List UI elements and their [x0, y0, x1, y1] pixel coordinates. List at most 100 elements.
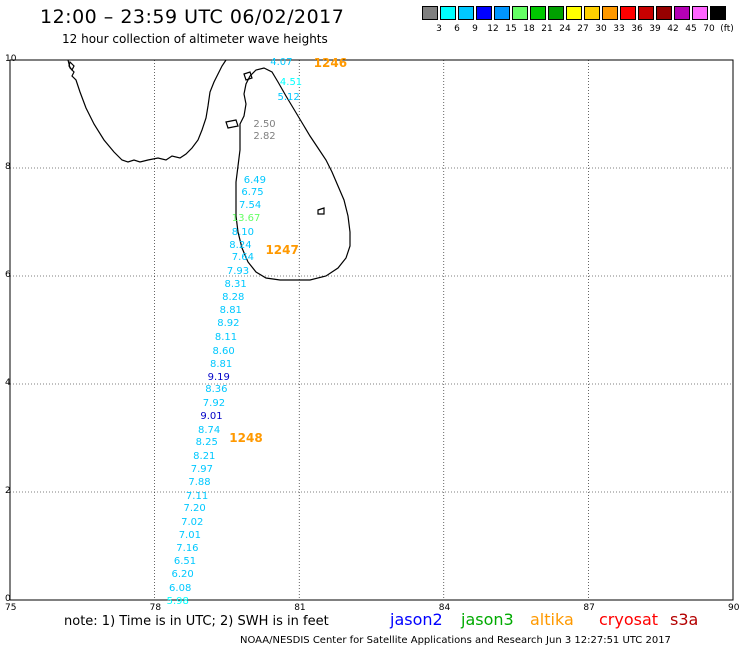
lat-tick-label: 6 [5, 270, 11, 280]
scale-swatch [638, 6, 654, 20]
wave-height-label: 13.67 [231, 212, 261, 224]
wave-height-label: 8.60 [212, 345, 235, 357]
map-title: 12:00 – 23:59 UTC 06/02/2017 [40, 6, 345, 28]
wave-height-label: 7.88 [188, 477, 211, 489]
scale-swatch [692, 6, 708, 20]
scale-label: 15 [505, 24, 517, 34]
wave-height-label: 7.20 [183, 503, 206, 515]
wave-height-label: 8.31 [224, 278, 247, 290]
scale-label: 21 [541, 24, 553, 34]
scale-swatch [620, 6, 636, 20]
wave-height-label: 8.92 [217, 318, 240, 330]
lon-tick-label: 87 [583, 603, 595, 613]
wave-height-label: 8.25 [195, 437, 218, 449]
scale-swatch [494, 6, 510, 20]
jaffna-islet [243, 71, 253, 81]
scale-label: 24 [559, 24, 571, 34]
scale-label: 3 [436, 24, 442, 34]
wave-height-label: 7.64 [231, 252, 254, 264]
wave-height-label: 4.51 [279, 77, 303, 89]
scale-swatch [548, 6, 564, 20]
scale-swatch [458, 6, 474, 20]
sri-lanka-coastline [235, 67, 351, 281]
scale-label: 6 [454, 24, 460, 34]
wave-height-label: 7.92 [202, 397, 226, 409]
east-coast-islet [317, 207, 325, 215]
scale-label: 39 [649, 24, 661, 34]
scale-label: 18 [523, 24, 535, 34]
wave-height-label: 6.20 [171, 569, 194, 581]
wave-height-label: 8.28 [222, 291, 245, 303]
scale-label: 27 [577, 24, 589, 34]
lat-tick-label: 8 [5, 162, 11, 172]
scale-swatch [566, 6, 582, 20]
scale-swatch [512, 6, 528, 20]
wave-height-label: 9.01 [200, 411, 223, 423]
scale-label: 36 [631, 24, 643, 34]
scale-swatch [584, 6, 600, 20]
lat-tick-label: 2 [5, 486, 11, 496]
lat-lon-grid [10, 60, 733, 600]
wave-height-label: 7.16 [176, 543, 199, 555]
scale-swatch [674, 6, 690, 20]
satellite-name: s3a [670, 610, 699, 629]
scale-swatch [440, 6, 456, 20]
scale-label: 12 [487, 24, 499, 34]
wave-height-label: 2.50 [253, 118, 276, 130]
scale-label: 45 [685, 24, 697, 34]
scale-swatch [530, 6, 546, 20]
scale-label: 30 [595, 24, 607, 34]
pass-time-label: 1246 [313, 56, 348, 71]
wave-height-label: 8.10 [231, 226, 254, 238]
lon-tick-label: 81 [294, 603, 306, 613]
scale-label: 9 [472, 24, 478, 34]
scale-swatch [656, 6, 672, 20]
pass-time-label: 1247 [265, 242, 299, 257]
india-islet [68, 60, 75, 72]
scale-swatch [476, 6, 492, 20]
lat-tick-label: 0 [5, 594, 11, 604]
wave-height-label: 6.51 [173, 556, 197, 568]
wave-height-label: 8.36 [205, 384, 228, 396]
wave-height-label: 6.49 [243, 174, 267, 186]
wave-height-label: 5.98 [166, 595, 189, 607]
mannar-islet [225, 119, 239, 129]
satellite-name: jason2 [390, 610, 443, 629]
satellite-name: cryosat [599, 610, 659, 629]
map-frame [9, 59, 734, 601]
wave-height-label: 8.81 [210, 358, 233, 370]
wave-height-label: 7.54 [238, 199, 262, 211]
satellite-name: altika [530, 610, 574, 629]
scale-swatch [422, 6, 438, 20]
credit-line: NOAA/NESDIS Center for Satellite Applica… [240, 635, 671, 646]
wave-height-label: 8.74 [197, 424, 221, 436]
wave-height-label: 6.75 [241, 186, 264, 198]
wave-height-label: 8.81 [219, 305, 242, 317]
wave-height-label: 9.19 [207, 371, 230, 383]
scale-label: 70 [703, 24, 715, 34]
scale-swatch [602, 6, 618, 20]
map-subtitle: 12 hour collection of altimeter wave hei… [62, 32, 328, 46]
india-coastline [67, 59, 227, 163]
wave-height-label: 8.11 [214, 331, 238, 343]
satellite-name: jason3 [461, 610, 514, 629]
wave-height-label: 8.21 [193, 450, 216, 462]
wave-height-label: 7.01 [178, 529, 201, 541]
scale-swatch [710, 6, 726, 20]
wave-height-label: 2.82 [253, 131, 276, 143]
wave-height-label: 7.11 [185, 490, 209, 502]
lat-tick-label: 10 [5, 54, 17, 64]
wave-height-label: 5.12 [277, 91, 300, 103]
scale-label: 42 [667, 24, 679, 34]
scale-unit: (ft) [720, 24, 734, 34]
wave-height-label: 7.97 [190, 463, 214, 475]
lon-tick-label: 90 [728, 603, 740, 613]
wave-height-label: 4.07 [270, 57, 293, 69]
lat-tick-label: 4 [5, 378, 11, 388]
wave-height-label: 6.08 [169, 582, 192, 594]
footer-note: note: 1) Time is in UTC; 2) SWH is in fe… [64, 614, 329, 629]
pass-time-label: 1248 [229, 431, 263, 446]
wave-height-label: 8.24 [229, 239, 252, 251]
lon-tick-label: 75 [5, 603, 17, 613]
